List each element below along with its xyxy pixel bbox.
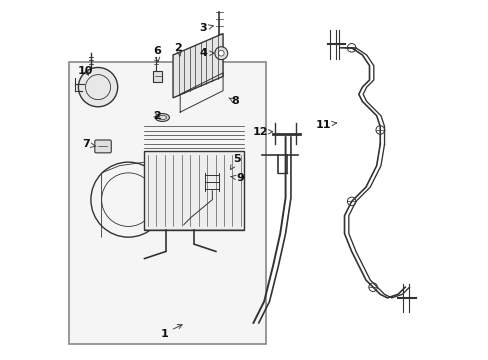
Text: 7: 7 [82,139,96,149]
Text: 2: 2 [174,43,182,56]
Text: 2: 2 [153,111,161,121]
Polygon shape [173,33,223,98]
Circle shape [214,47,227,60]
Ellipse shape [155,113,169,121]
Text: 1: 1 [160,325,182,339]
Text: 6: 6 [153,46,161,62]
Text: 4: 4 [199,48,214,58]
FancyBboxPatch shape [95,140,111,153]
Polygon shape [144,152,244,230]
Polygon shape [153,71,162,82]
Text: 5: 5 [230,154,241,170]
Circle shape [218,50,224,56]
Circle shape [78,67,118,107]
Polygon shape [69,62,265,344]
Text: 3: 3 [199,23,213,33]
Text: 8: 8 [228,96,239,107]
Text: 11: 11 [315,120,336,130]
Text: 9: 9 [230,173,244,183]
Text: 12: 12 [252,127,272,137]
Text: 10: 10 [78,66,93,76]
